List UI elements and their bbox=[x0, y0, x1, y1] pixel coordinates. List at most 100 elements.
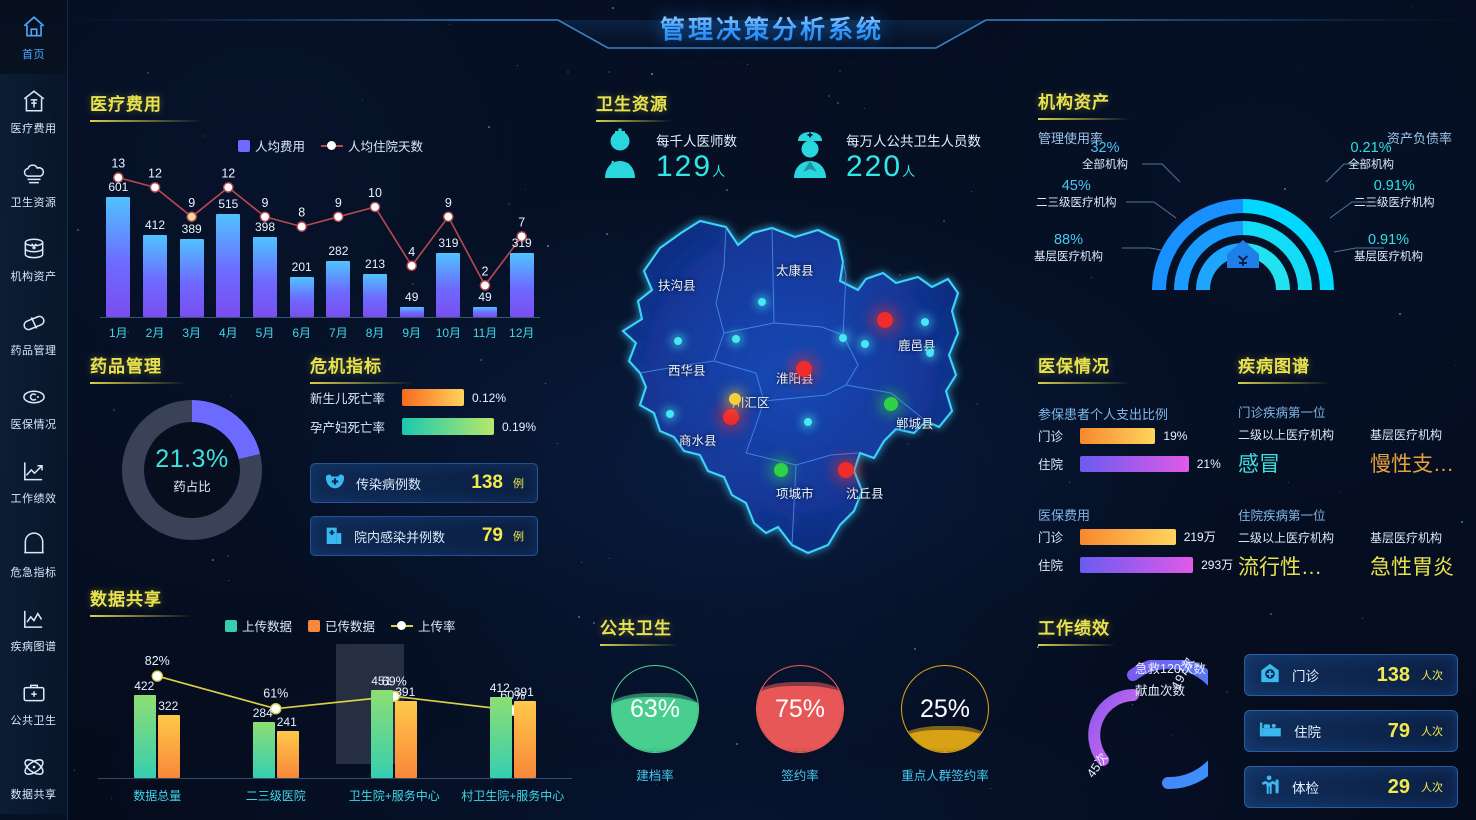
medical-cost-icon bbox=[19, 87, 49, 115]
map-marker-cyan[interactable] bbox=[732, 335, 740, 343]
map-marker-green[interactable] bbox=[884, 397, 898, 411]
title-underline bbox=[1238, 382, 1330, 384]
section-title-text: 卫生资源 bbox=[596, 95, 668, 114]
sidebar-item-crisis[interactable]: 危急指标 bbox=[0, 518, 67, 592]
sidebar-item-disease[interactable]: 疾病图谱 bbox=[0, 592, 67, 666]
insurance-group2-bars: 门诊 219万 住院 293万 bbox=[1038, 527, 1233, 583]
crisis-card[interactable]: 院内感染并例数 79 例 bbox=[310, 516, 538, 556]
performance-card[interactable]: 门诊 138 人次 bbox=[1244, 654, 1458, 696]
bar bbox=[399, 307, 424, 317]
x-axis-labels: 数据总量 二三级医院 卫生院+服务中心 村卫生院+服务中心 bbox=[98, 787, 572, 804]
map-region-label[interactable]: 沈丘县 bbox=[846, 487, 884, 501]
sidebar-item-institution-asset[interactable]: 机构资产 bbox=[0, 222, 67, 296]
performance-card[interactable]: 住院 79 人次 bbox=[1244, 710, 1458, 752]
gauge-label-left-2: 88% 基层医疗机构 bbox=[1034, 232, 1103, 264]
sidebar-item-insurance[interactable]: 医保情况 bbox=[0, 370, 67, 444]
liquid-circle: 63% bbox=[611, 665, 699, 753]
public-health-kit-icon bbox=[19, 679, 49, 707]
gauge-sublabel: 基层医疗机构 bbox=[1034, 251, 1103, 263]
svg-text:9: 9 bbox=[188, 196, 195, 210]
map-marker-red[interactable] bbox=[877, 312, 893, 328]
crisis-card-unit: 例 bbox=[513, 478, 524, 490]
map-region-label[interactable]: 商水县 bbox=[679, 434, 717, 448]
title-underline bbox=[1038, 118, 1130, 120]
map-region-label[interactable]: 西华县 bbox=[668, 364, 706, 378]
crisis-bar-value: 0.19% bbox=[502, 419, 537, 434]
stat-value: 129 bbox=[656, 150, 713, 184]
sidebar-item-drug[interactable]: 药品管理 bbox=[0, 296, 67, 370]
map-marker-cyan[interactable] bbox=[926, 349, 934, 357]
gauge-label-right-2: 0.91% 基层医疗机构 bbox=[1354, 232, 1423, 264]
performance-card-label: 体检 bbox=[1292, 781, 1319, 796]
map-region-label[interactable]: 郸城县 bbox=[896, 417, 934, 431]
svg-text:2: 2 bbox=[482, 264, 489, 278]
sidebar-item-public-health[interactable]: 公共卫生 bbox=[0, 666, 67, 740]
section-title-text: 药品管理 bbox=[90, 357, 162, 376]
medical-cost-chart: 13 12 9 12 9 8 9 10 4 9 2 7 601 412 389 515 bbox=[90, 150, 550, 345]
bar bbox=[179, 239, 204, 317]
map-marker-cyan[interactable] bbox=[804, 418, 812, 426]
crisis-card-value: 79 bbox=[481, 525, 503, 546]
map-marker-green[interactable] bbox=[774, 463, 788, 477]
svg-text:10: 10 bbox=[368, 186, 382, 200]
sidebar-item-health-resource[interactable]: 卫生资源 bbox=[0, 148, 67, 222]
bar-group: 412 391 bbox=[454, 681, 573, 778]
svg-text:69%: 69% bbox=[382, 674, 407, 688]
insurance-bar-value: 21% bbox=[1196, 456, 1221, 471]
crisis-card[interactable]: 传染病例数 138 例 bbox=[310, 463, 538, 503]
disease-col: 基层医疗机构 慢性支… bbox=[1370, 426, 1454, 478]
title-underline bbox=[1038, 382, 1130, 384]
crisis-bar-fill bbox=[402, 418, 494, 435]
liquid-label: 签约率 bbox=[781, 769, 819, 783]
gauge-percent: 45% bbox=[1061, 178, 1091, 194]
drug-capsule-icon bbox=[19, 309, 49, 337]
map-marker-red[interactable] bbox=[796, 361, 812, 377]
stat-text: 每万人公共卫生人员数 220人 bbox=[846, 130, 981, 183]
map-marker-cyan[interactable] bbox=[666, 410, 674, 418]
sidebar-item-label: 药品管理 bbox=[10, 344, 57, 357]
home-icon bbox=[19, 13, 49, 41]
map-marker-cyan[interactable] bbox=[861, 340, 869, 348]
map-marker-cyan[interactable] bbox=[921, 318, 929, 326]
map-marker-cyan[interactable] bbox=[839, 334, 847, 342]
sidebar-item-label: 疾病图谱 bbox=[10, 640, 57, 653]
sidebar-item-label: 危急指标 bbox=[10, 566, 57, 579]
disease-col-header: 基层医疗机构 bbox=[1370, 428, 1443, 442]
ring-legend-1: 献血次数 bbox=[1135, 680, 1185, 700]
bar-column: 515 bbox=[210, 189, 247, 317]
gauge-percent: 88% bbox=[1053, 232, 1084, 248]
public-health-gauges: 63% 建档率 75% 签约率 bbox=[600, 665, 1000, 784]
sidebar-item-home[interactable]: 首页 bbox=[0, 0, 67, 74]
cost-bar-group: 601 412 389 515 398 bbox=[100, 180, 540, 317]
liquid-value: 25% bbox=[919, 694, 971, 723]
crisis-bar-row: 新生儿死亡率 0.12% bbox=[310, 388, 536, 407]
map-marker-red[interactable] bbox=[838, 462, 854, 478]
map-marker-yellow[interactable] bbox=[729, 393, 741, 405]
section-title-text: 医疗费用 bbox=[90, 95, 162, 114]
sidebar-item-medical-cost[interactable]: 医疗费用 bbox=[0, 74, 67, 148]
map-marker-red[interactable] bbox=[723, 409, 739, 425]
insurance-bar-label: 门诊 bbox=[1038, 531, 1064, 545]
insurance-bar-value: 19% bbox=[1163, 428, 1188, 443]
map-region-label[interactable]: 扶沟县 bbox=[658, 279, 696, 293]
map-region-label[interactable]: 太康县 bbox=[776, 264, 814, 278]
ring-legend-0: 急救120次数 bbox=[1135, 658, 1206, 678]
ring-legend-label: 急救120次数 bbox=[1135, 662, 1206, 676]
ring-legend-label: 献血次数 bbox=[1135, 684, 1186, 698]
performance-card-label: 住院 bbox=[1294, 725, 1321, 740]
section-title-medical-cost: 医疗费用 bbox=[90, 90, 202, 122]
map-marker-cyan[interactable] bbox=[758, 298, 766, 306]
sidebar-item-performance[interactable]: 工作绩效 bbox=[0, 444, 67, 518]
bar-column: 398 bbox=[247, 189, 284, 317]
region-map[interactable]: 扶沟县 太康县 西华县 淮阳县 川汇区 商水县 鹿邑县 郸城县 项城市 沈丘县 bbox=[596, 215, 992, 615]
map-region-label[interactable]: 项城市 bbox=[776, 487, 814, 501]
sidebar-item-data-share[interactable]: 数据共享 bbox=[0, 740, 67, 814]
insurance-bar-row: 住院 21% bbox=[1038, 454, 1221, 473]
disease-col: 二级以上医疗机构 流行性… bbox=[1238, 529, 1354, 581]
map-marker-cyan[interactable] bbox=[674, 337, 682, 345]
section-title-health-resource: 卫生资源 bbox=[596, 90, 672, 122]
map-region-label[interactable]: 川汇区 bbox=[732, 396, 770, 410]
gauge-percent: 0.21% bbox=[1350, 140, 1392, 156]
performance-card[interactable]: 体检 29 人次 bbox=[1244, 766, 1458, 808]
disease-col-value: 流行性… bbox=[1238, 556, 1322, 579]
